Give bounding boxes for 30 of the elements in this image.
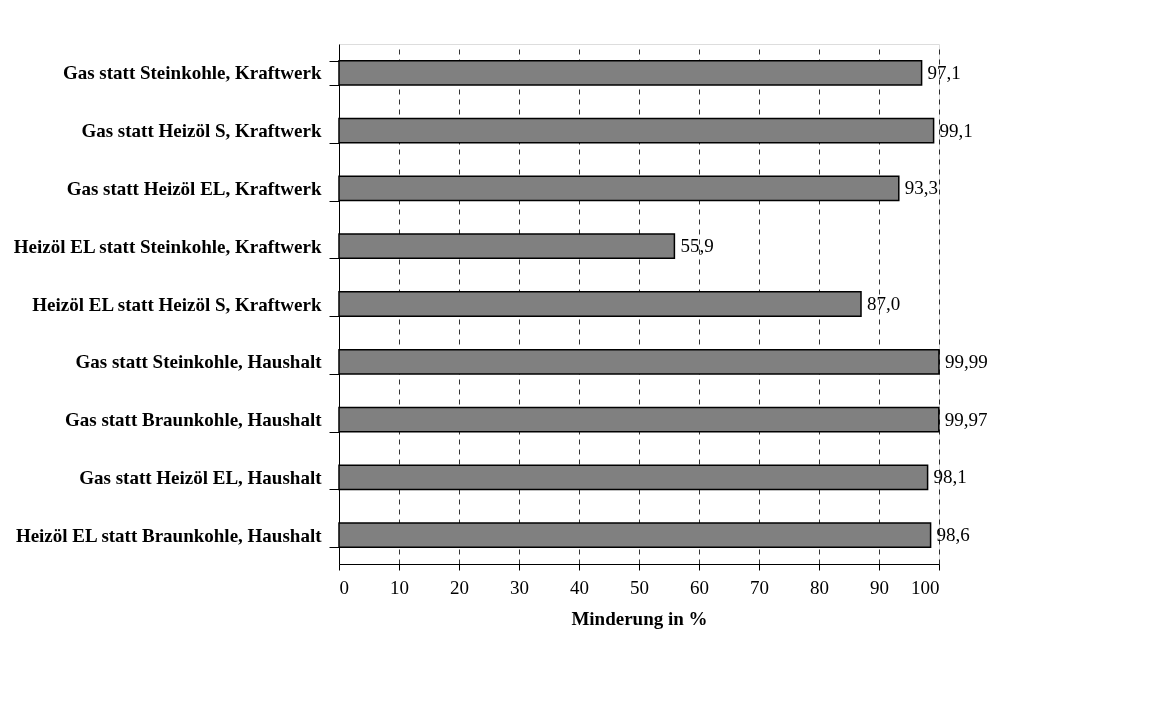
data-label: 98,6 [936,524,970,546]
y-tick-label: Gas statt Heizöl S, Kraftwerk [81,120,322,142]
x-tick-label: 20 [450,576,469,598]
y-tick-label: Gas statt Steinkohle, Haushalt [75,351,323,373]
y-tick-label: Gas statt Heizöl EL, Haushalt [79,466,323,488]
y-tick-label: Gas statt Braunkohle, Haushalt [64,409,323,431]
y-tick-label: Heizöl EL statt Heizöl S, Kraftwerk [32,293,322,315]
x-tick-label: 50 [630,576,649,598]
data-label: 98,1 [933,466,967,488]
data-label: 97,1 [927,61,961,83]
x-tick-label: 90 [870,576,889,598]
data-label: 99,97 [944,408,988,430]
x-tick-label: 70 [750,576,769,598]
data-label: 99,99 [944,350,988,372]
y-tick-label: Heizöl EL statt Braunkohle, Haushalt [15,524,323,546]
data-label: 99,1 [939,119,973,141]
x-axis-title: Minderung in % [571,607,708,629]
x-tick-label: 60 [690,576,709,598]
y-tick-label: Gas statt Heizöl EL, Kraftwerk [66,177,322,199]
x-tick-label: 0 [339,576,349,598]
y-tick-label: Heizöl EL statt Steinkohle, Kraftwerk [13,235,322,257]
x-tick-label: 30 [510,576,529,598]
x-tick-label: 40 [570,576,589,598]
data-label: 87,0 [867,293,901,314]
x-tick-label: 100 [911,576,940,598]
data-label: 93,3 [904,177,939,199]
data-label: 55,9 [680,235,714,257]
x-tick-label: 10 [390,576,409,598]
x-tick-label: 80 [810,576,829,598]
y-tick-label: Gas statt Steinkohle, Kraftwerk [62,62,322,84]
